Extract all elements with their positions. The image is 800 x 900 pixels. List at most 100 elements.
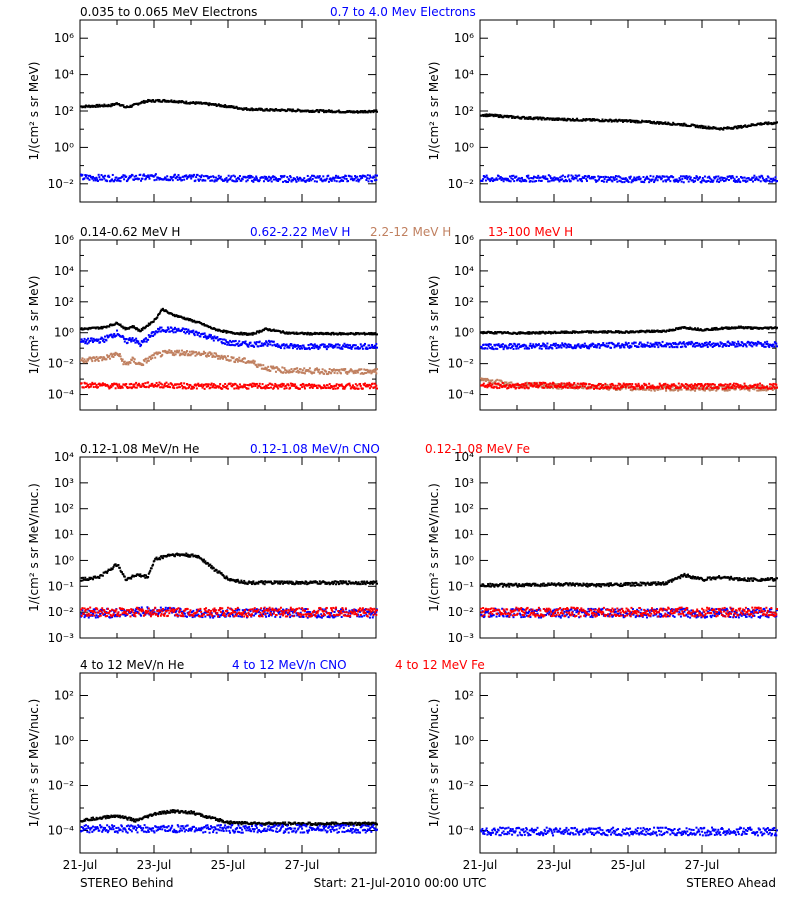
data-point: [130, 105, 133, 108]
data-point: [369, 333, 372, 336]
data-point: [480, 377, 482, 380]
data-point: [550, 385, 553, 388]
data-point: [118, 177, 121, 180]
data-point: [592, 177, 595, 180]
data-point: [588, 383, 591, 386]
data-point: [588, 175, 591, 178]
data-point: [256, 386, 259, 389]
data-point: [132, 178, 135, 181]
data-point: [92, 341, 95, 344]
data-point: [303, 367, 306, 370]
data-point: [518, 332, 521, 335]
data-point: [321, 332, 324, 335]
data-point: [315, 346, 318, 349]
legend-entry: 0.7 to 4.0 Mev Electrons: [330, 5, 476, 19]
data-point: [752, 176, 755, 179]
data-point: [238, 174, 241, 177]
data-point: [137, 328, 140, 331]
data-point: [224, 178, 227, 181]
data-point: [650, 389, 653, 392]
data-point: [131, 337, 134, 340]
data-point: [296, 369, 299, 372]
data-point: [178, 176, 181, 179]
data-point: [185, 350, 188, 353]
data-point: [221, 330, 224, 333]
data-point: [660, 177, 663, 180]
data-point: [277, 344, 280, 347]
data-point: [315, 176, 318, 179]
data-point: [126, 179, 129, 182]
data-point: [212, 355, 215, 358]
data-point: [699, 388, 702, 391]
data-point: [122, 174, 125, 177]
data-point: [342, 179, 345, 182]
data-point: [169, 100, 172, 103]
data-point: [148, 177, 151, 180]
data-point: [351, 370, 354, 373]
data-point: [737, 340, 740, 343]
data-point: [743, 176, 746, 179]
data-point: [219, 175, 222, 178]
data-point: [774, 326, 777, 329]
data-point: [289, 344, 292, 347]
data-point: [646, 175, 649, 178]
data-point: [272, 178, 275, 181]
data-point: [118, 385, 121, 388]
data-point: [229, 178, 232, 181]
data-point: [202, 383, 205, 386]
chart-row-electrons: 0.035 to 0.065 MeV Electrons 0.7 to 4.0 M…: [27, 5, 778, 203]
data-point: [230, 175, 233, 178]
data-point: [99, 327, 102, 330]
data-point: [552, 177, 555, 180]
data-point: [301, 369, 304, 372]
data-point: [665, 389, 668, 392]
data-point: [279, 175, 282, 178]
legend: 0.035 to 0.065 MeV Electrons 0.7 to 4.0 M…: [80, 5, 476, 19]
data-point: [359, 177, 362, 180]
data-point: [205, 385, 208, 388]
data-point: [623, 346, 626, 349]
data-point: [341, 385, 344, 388]
data-point: [489, 346, 492, 349]
data-point: [764, 345, 767, 348]
data-point: [302, 371, 305, 374]
data-point: [617, 330, 620, 333]
data-point: [616, 180, 619, 183]
data-point: [535, 343, 538, 346]
data-point: [198, 102, 201, 105]
data-point: [482, 330, 485, 333]
data-point: [499, 383, 502, 386]
data-point: [603, 120, 606, 123]
data-point: [702, 125, 705, 128]
data-point: [566, 175, 569, 178]
data-point: [641, 180, 644, 183]
data-point: [206, 335, 209, 338]
data-point: [135, 337, 138, 340]
data-point: [315, 384, 318, 387]
data-point: [744, 344, 747, 347]
data-point: [177, 386, 180, 389]
data-point: [481, 331, 484, 334]
data-point: [349, 175, 352, 178]
data-point: [569, 180, 572, 183]
data-point: [288, 179, 291, 182]
data-point: [327, 386, 330, 389]
data-point: [772, 122, 775, 125]
data-point: [665, 345, 668, 348]
data-point: [248, 343, 251, 346]
data-point: [222, 329, 225, 332]
data-point: [130, 175, 133, 178]
data-point: [337, 343, 340, 346]
data-point: [770, 122, 773, 125]
data-point: [619, 388, 622, 391]
data-point: [302, 344, 305, 347]
data-point: [376, 110, 378, 113]
data-point: [562, 330, 565, 333]
data-point: [316, 109, 319, 112]
data-point: [648, 120, 651, 123]
data-point: [135, 174, 138, 177]
data-point: [547, 386, 550, 389]
data-point: [303, 333, 306, 336]
y-tick-label: 10⁰: [54, 326, 74, 340]
